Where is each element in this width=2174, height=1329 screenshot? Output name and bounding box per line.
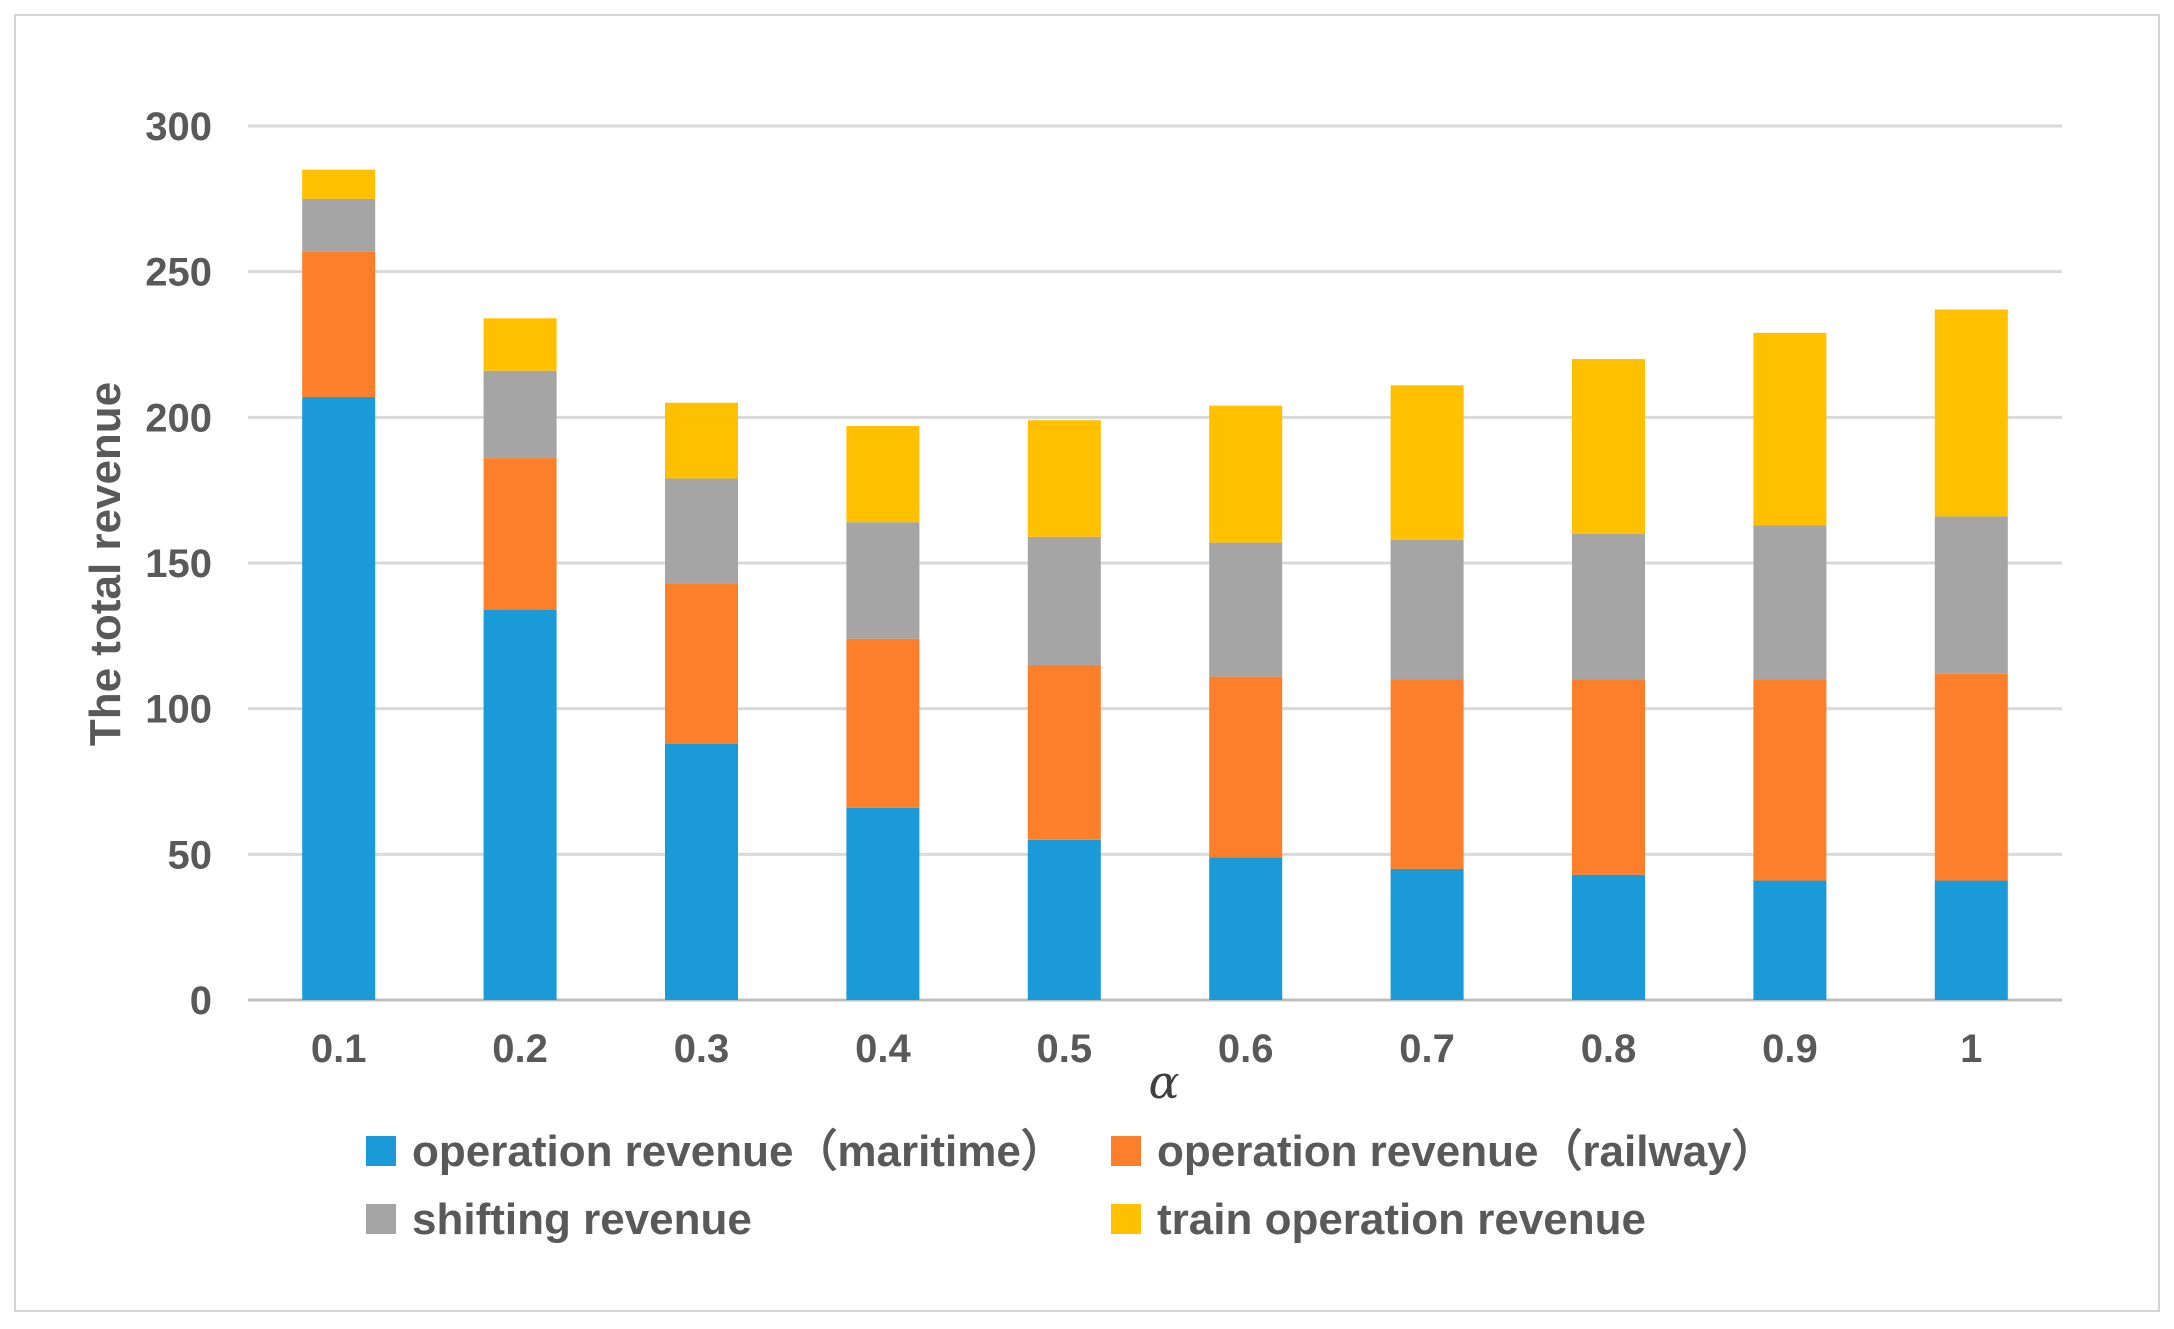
y-tick-label: 300: [145, 105, 212, 149]
bar-segment-2-0.1: [302, 251, 376, 397]
y-tick-label: 150: [145, 542, 212, 586]
y-axis-ticks: 0 50 100 150 200 250 300: [145, 105, 212, 1023]
x-tick-label: 0.7: [1399, 1027, 1455, 1071]
legend-swatch: [366, 1204, 396, 1234]
bar-segment-1-0.6: [1209, 857, 1283, 1000]
y-tick-label: 100: [145, 688, 212, 732]
bar-segment-3-0.4: [846, 522, 920, 639]
bar-segment-1-0.8: [1572, 874, 1645, 1000]
bar-segment-1-0.2: [483, 609, 557, 1000]
bar-segment-1-0.9: [1753, 880, 1827, 1000]
bar-segment-4-0.2: [483, 318, 557, 371]
stacked-bar-chart: 0 50 100 150 200 250 300 0.1 0.2 0.3 0.4 0.5 0.6 0.7…: [81, 105, 2062, 1244]
x-axis-title: α: [1148, 1055, 1179, 1109]
bars: [302, 169, 2008, 1000]
bar-segment-2-0.5: [1027, 664, 1101, 840]
legend-label: operation revenue（railway）: [1157, 1127, 1776, 1176]
bar-segment-3-0.7: [1390, 539, 1464, 680]
legend-swatch: [1111, 1136, 1141, 1166]
bar-segment-4-0.1: [302, 169, 376, 199]
legend: operation revenue（maritime） operation rev…: [366, 1127, 1776, 1244]
bar-segment-4-0.6: [1209, 405, 1283, 543]
bar-segment-2-0.2: [483, 458, 557, 610]
bar-segment-3-0.2: [483, 370, 557, 459]
legend-swatch: [1111, 1204, 1141, 1234]
bar-segment-3-0.8: [1572, 533, 1645, 680]
x-axis-ticks: 0.1 0.2 0.3 0.4 0.5 0.6 0.7 0.8 0.9 1: [311, 1027, 1983, 1071]
y-axis-title: The total revenue: [81, 382, 130, 746]
bar-segment-3-0.6: [1209, 542, 1283, 677]
x-tick-label: 1: [1960, 1027, 1982, 1071]
bar-segment-2-0.6: [1209, 676, 1283, 858]
bar-segment-4-0.9: [1753, 332, 1827, 526]
bar-segment-2-0.4: [846, 638, 920, 808]
bar-segment-4-0.7: [1390, 385, 1464, 540]
x-tick-label: 0.8: [1581, 1027, 1637, 1071]
bar-segment-3-0.9: [1753, 525, 1827, 680]
x-tick-label: 0.1: [311, 1027, 367, 1071]
bar-segment-2-0.3: [665, 583, 738, 744]
legend-label: operation revenue（maritime）: [412, 1127, 1065, 1176]
bar-segment-3-0.5: [1027, 536, 1101, 665]
bar-segment-1-0.4: [846, 807, 920, 1000]
y-tick-label: 200: [145, 396, 212, 440]
y-tick-label: 0: [190, 979, 212, 1023]
x-tick-label: 0.2: [492, 1027, 548, 1071]
bar-segment-1-0.1: [302, 396, 376, 1000]
x-tick-label: 0.6: [1218, 1027, 1274, 1071]
y-tick-label: 250: [145, 251, 212, 295]
bar-segment-1-1: [1934, 880, 2008, 1000]
bar-segment-1-0.7: [1390, 868, 1464, 1000]
legend-swatch: [366, 1136, 396, 1166]
bar-segment-2-1: [1934, 673, 2008, 881]
x-tick-label: 0.4: [855, 1027, 911, 1071]
bar-segment-1-0.3: [665, 743, 738, 1000]
y-tick-label: 50: [168, 833, 213, 877]
bar-segment-2-0.9: [1753, 679, 1827, 881]
bar-segment-2-0.7: [1390, 679, 1464, 869]
chart-frame: 0 50 100 150 200 250 300 0.1 0.2 0.3 0.4 0.5 0.6 0.7…: [14, 14, 2160, 1312]
bar-segment-3-1: [1934, 516, 2008, 674]
bar-segment-3-0.3: [665, 478, 738, 584]
bar-segment-1-0.5: [1027, 839, 1101, 1000]
bar-segment-4-0.4: [846, 426, 920, 523]
bar-segment-2-0.8: [1572, 679, 1645, 875]
x-tick-label: 0.9: [1762, 1027, 1818, 1071]
legend-label: shifting revenue: [412, 1195, 752, 1244]
x-tick-label: 0.5: [1036, 1027, 1092, 1071]
bar-segment-4-1: [1934, 309, 2008, 517]
bar-segment-4-0.8: [1572, 359, 1645, 534]
bar-segment-4-0.3: [665, 402, 738, 479]
bar-segment-3-0.1: [302, 198, 376, 252]
x-tick-label: 0.3: [674, 1027, 730, 1071]
bar-segment-4-0.5: [1027, 420, 1101, 537]
legend-label: train operation revenue: [1157, 1195, 1646, 1244]
